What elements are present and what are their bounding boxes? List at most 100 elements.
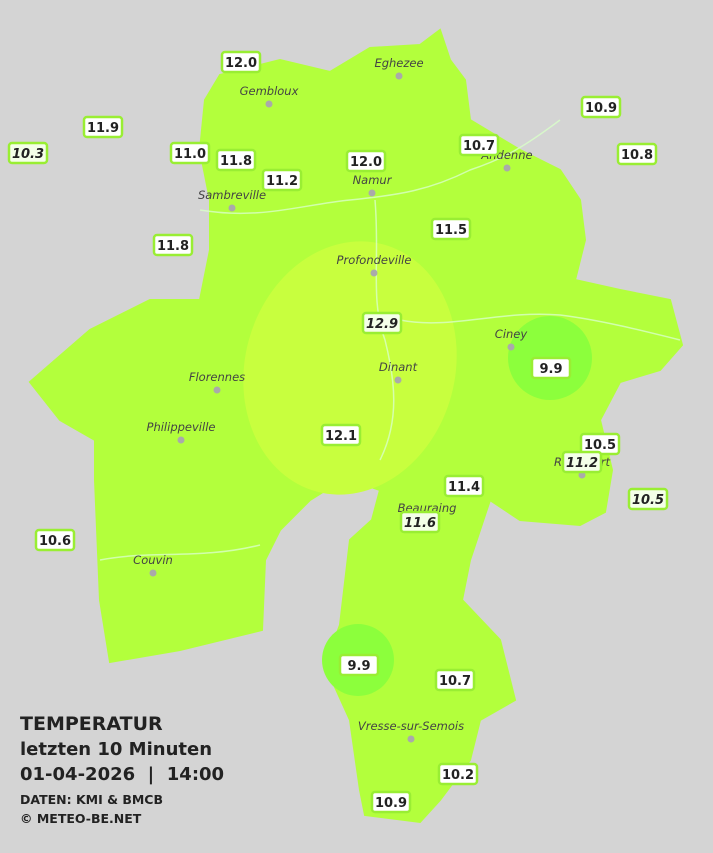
city-dot xyxy=(265,100,273,108)
station-value: 10.9 xyxy=(585,101,617,116)
station-box xyxy=(7,141,49,165)
station-value: 10.8 xyxy=(621,148,653,163)
city-dot xyxy=(213,386,221,394)
station-box xyxy=(627,487,669,511)
station-value: 9.9 xyxy=(539,362,562,377)
legend-datetime: 01-04-2026 | 14:00 xyxy=(20,764,224,785)
station-box xyxy=(215,148,257,172)
station-value: 11.8 xyxy=(157,239,189,254)
station: 12.0 xyxy=(345,149,387,173)
station-value: 10.5 xyxy=(632,493,664,508)
city-label: Ciney xyxy=(495,327,528,341)
station: 10.9 xyxy=(580,95,622,119)
station: 11.4 xyxy=(443,474,485,498)
station-box xyxy=(443,474,485,498)
station-value: 10.2 xyxy=(442,768,474,783)
city-dot xyxy=(395,72,403,80)
city-dot xyxy=(503,164,511,172)
station-box xyxy=(370,790,412,814)
station-box xyxy=(169,141,211,165)
city-label: Florennes xyxy=(189,370,245,384)
city-dot xyxy=(507,343,515,351)
station: 11.8 xyxy=(152,233,194,257)
city-label: Sambreville xyxy=(198,188,266,202)
station: 11.9 xyxy=(82,115,124,139)
city-label: Namur xyxy=(353,173,393,187)
legend-period: letzten 10 Minuten xyxy=(20,739,212,760)
station-box xyxy=(152,233,194,257)
city-dot xyxy=(368,189,376,197)
station-value: 11.2 xyxy=(266,174,298,189)
station: 10.5 xyxy=(627,487,669,511)
station-box xyxy=(320,423,362,447)
station-box xyxy=(399,510,441,534)
station-box xyxy=(338,653,380,677)
station-box xyxy=(345,149,387,173)
station-value: 12.9 xyxy=(366,317,398,332)
station-box xyxy=(220,50,262,74)
station-value: 10.6 xyxy=(39,534,71,549)
station-box xyxy=(530,356,572,380)
station-value: 12.0 xyxy=(225,56,257,71)
station-box xyxy=(82,115,124,139)
station: 10.9 xyxy=(370,790,412,814)
station-value: 10.9 xyxy=(375,796,407,811)
station-box xyxy=(261,168,303,192)
station-value: 11.5 xyxy=(435,223,467,238)
station: 10.7 xyxy=(458,133,500,157)
station-box xyxy=(458,133,500,157)
station-box xyxy=(437,762,479,786)
station-value: 11.9 xyxy=(87,121,119,136)
station-box xyxy=(580,95,622,119)
station: 9.9 xyxy=(530,356,572,380)
station-value: 12.0 xyxy=(350,155,382,170)
city-label: Eghezee xyxy=(374,56,423,70)
station-box xyxy=(561,450,603,474)
station-box xyxy=(434,668,476,692)
station: 10.6 xyxy=(34,528,76,552)
station-value: 11.4 xyxy=(448,480,480,495)
station-value: 10.7 xyxy=(439,674,471,689)
station: 11.2 xyxy=(261,168,303,192)
city-label: Profondeville xyxy=(337,253,412,267)
city-dot xyxy=(228,204,236,212)
station: 11.5 xyxy=(430,217,472,241)
city-label: Philippeville xyxy=(147,420,216,434)
city-label: Dinant xyxy=(379,360,418,374)
legend-title: TEMPERATUR xyxy=(20,713,163,735)
river xyxy=(99,119,681,561)
city-dot xyxy=(370,269,378,277)
station-value: 12.1 xyxy=(325,429,357,444)
station-value: 10.3 xyxy=(12,147,44,162)
station-value: 11.2 xyxy=(566,456,598,471)
station-box xyxy=(430,217,472,241)
station-value: 10.5 xyxy=(584,438,616,453)
station-box xyxy=(361,311,403,335)
city-dot xyxy=(407,735,415,743)
station: 12.0 xyxy=(220,50,262,74)
station-value: 11.8 xyxy=(220,154,252,169)
station-value: 9.9 xyxy=(347,659,370,674)
city-label: Vresse-sur-Semois xyxy=(358,719,464,733)
station: 10.3 xyxy=(7,141,49,165)
station: 10.5 xyxy=(579,432,621,456)
legend-source: DATEN: KMI & BMCB xyxy=(20,792,163,807)
city-label: Couvin xyxy=(133,553,173,567)
station: 12.9 xyxy=(361,311,403,335)
station: 11.2 xyxy=(561,450,603,474)
city-dot xyxy=(177,436,185,444)
legend-copyright: © METEO-BE.NET xyxy=(20,811,142,826)
station: 10.2 xyxy=(437,762,479,786)
station-box xyxy=(616,142,658,166)
warm-zone xyxy=(243,241,457,495)
station: 11.0 xyxy=(169,141,211,165)
station-value: 10.7 xyxy=(463,139,495,154)
city-dot xyxy=(149,569,157,577)
city-label: Gembloux xyxy=(240,84,299,98)
station-value: 11.0 xyxy=(174,147,206,162)
station: 10.8 xyxy=(616,142,658,166)
city-dot xyxy=(394,376,402,384)
station-box xyxy=(34,528,76,552)
station: 12.1 xyxy=(320,423,362,447)
